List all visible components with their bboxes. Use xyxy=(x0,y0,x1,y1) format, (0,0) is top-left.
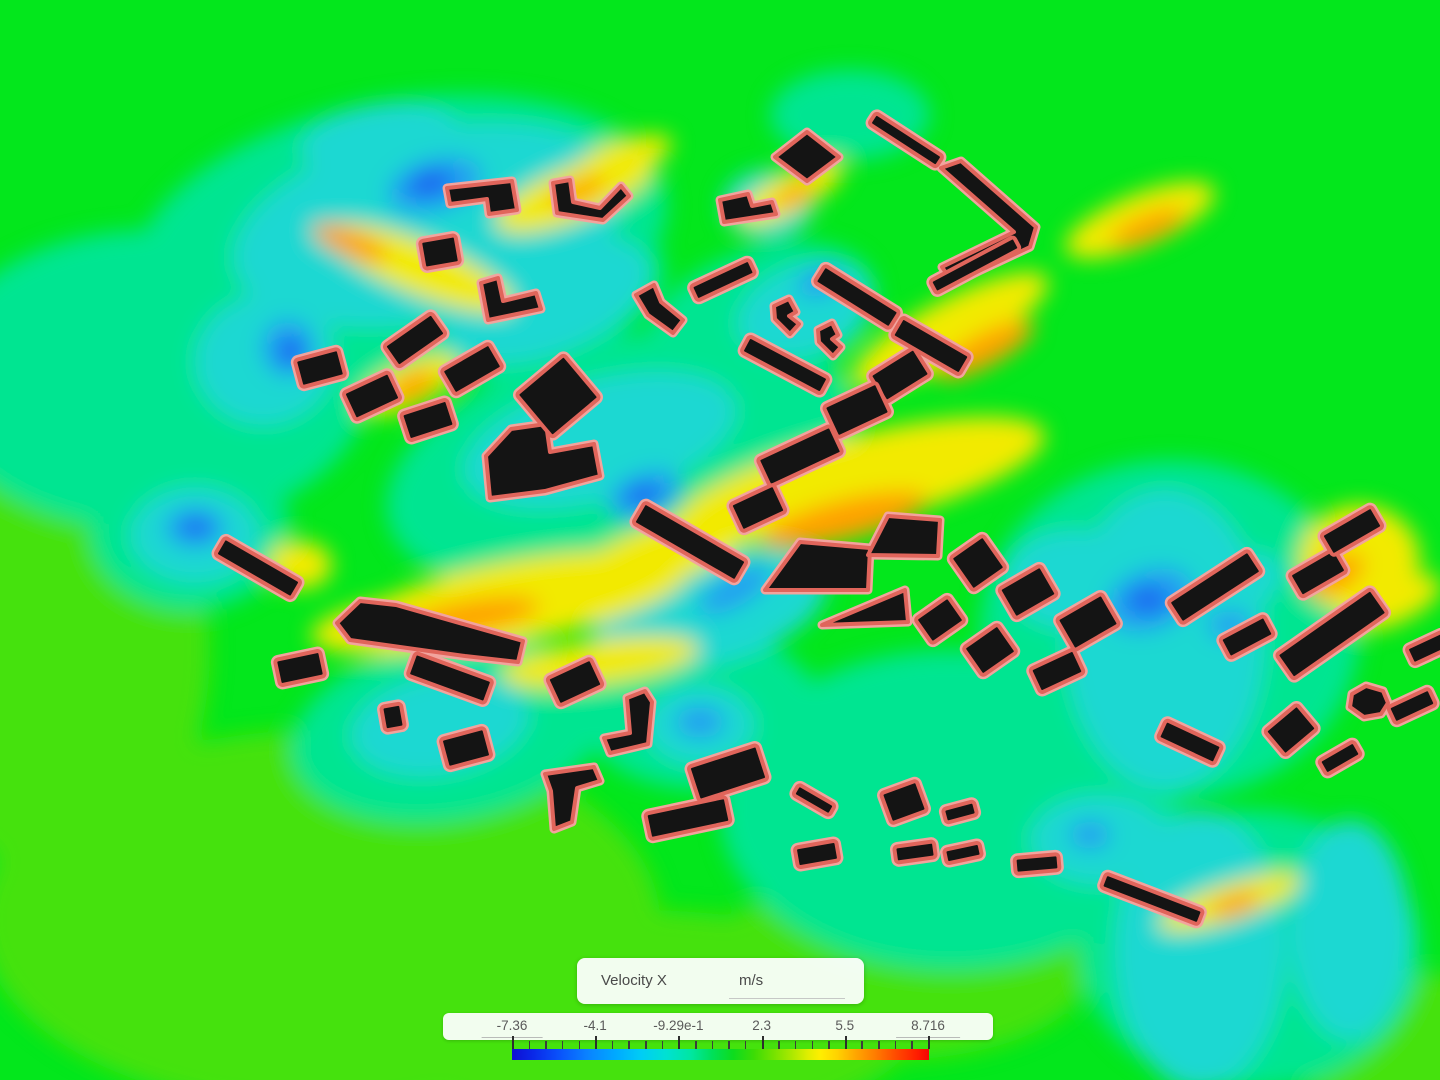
colorbar-tick xyxy=(811,1041,814,1049)
colorbar-tick xyxy=(911,1041,913,1049)
colorbar-tick xyxy=(878,1041,880,1049)
colorbar-tick xyxy=(744,1041,747,1049)
colorbar-tick xyxy=(545,1041,547,1049)
colorbar-tick xyxy=(595,1036,598,1049)
colorbar-tick xyxy=(645,1041,647,1049)
colorbar-gradient xyxy=(512,1049,929,1060)
colorbar-tick xyxy=(828,1041,830,1049)
colorbar-tick xyxy=(561,1041,564,1049)
colorbar-tick xyxy=(778,1041,780,1049)
colorbar-labels-panel: -7.36 -4.1 -9.29e-1 2.3 5.5 8.716 xyxy=(443,1013,993,1040)
colorbar-tick-label: 2.3 xyxy=(752,1018,771,1033)
legend-title: Velocity X xyxy=(601,972,667,989)
colorbar-tick-label: -4.1 xyxy=(583,1018,607,1033)
colorbar-tick xyxy=(711,1041,714,1049)
colorbar-tick xyxy=(661,1041,664,1049)
colorbar-tick xyxy=(794,1041,797,1049)
colorbar-tick xyxy=(528,1041,531,1049)
colorbar-max-input[interactable]: 8.716 xyxy=(896,1013,960,1038)
legend-panel[interactable]: Velocity X m/s xyxy=(577,958,864,1004)
colorbar-tick xyxy=(578,1041,581,1049)
colorbar-tick xyxy=(678,1036,681,1049)
colorbar-tick xyxy=(861,1041,863,1049)
colorbar-tick xyxy=(512,1036,514,1049)
colorbar-tick xyxy=(695,1041,697,1049)
colorbar-tick xyxy=(761,1036,764,1049)
colorbar-tick xyxy=(928,1036,930,1049)
colorbar-tick xyxy=(728,1041,730,1049)
colorbar-tick xyxy=(894,1041,897,1049)
colorbar-tick-label: 5.5 xyxy=(835,1018,855,1033)
building-footprint-layer xyxy=(213,111,1440,926)
colorbar-tick-label: -9.29e-1 xyxy=(653,1018,704,1033)
colorbar-ticks xyxy=(512,1036,930,1049)
colorbar-tick xyxy=(611,1041,614,1049)
colorbar-tick xyxy=(628,1041,630,1049)
unit-select[interactable]: m/s xyxy=(729,962,845,999)
colorbar-tick xyxy=(844,1036,847,1049)
colorbar-min-input[interactable]: -7.36 xyxy=(481,1013,543,1038)
